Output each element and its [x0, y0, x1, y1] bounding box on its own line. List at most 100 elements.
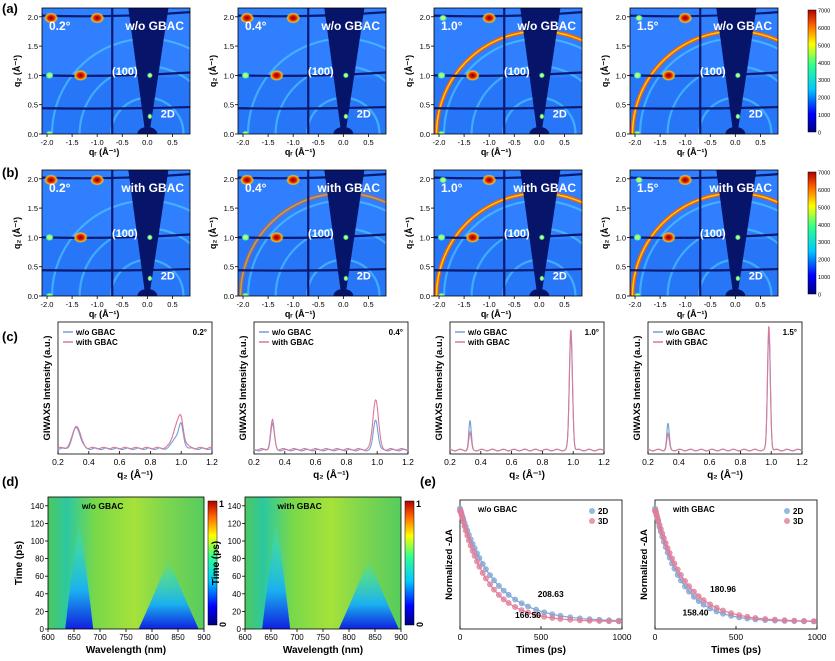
- y-tick-label: 2.0: [224, 175, 234, 184]
- beam-stop: [137, 127, 158, 134]
- panel-label-c: (c): [2, 329, 18, 344]
- data-point-3d: [662, 540, 669, 546]
- peak-label: (100): [308, 66, 334, 78]
- y-axis-label: q₂ (Å⁻¹): [208, 55, 218, 87]
- y-tick-label: 1.5: [616, 204, 626, 213]
- x-axis-label: qᵣ (Å⁻¹): [481, 309, 512, 319]
- colorbar-tick-label: 7000: [818, 9, 830, 15]
- y-tick-label: 1.0: [28, 233, 38, 242]
- x-axis-label: Wavelength (nm): [86, 645, 166, 656]
- data-point-3d: [474, 558, 480, 565]
- x-tick-label: -1.5: [654, 300, 667, 309]
- bragg-spot: [661, 231, 676, 243]
- bragg-spot: [147, 275, 153, 282]
- detector-gap: [238, 173, 386, 180]
- plot-frame: [41, 7, 191, 135]
- colorbar-tick-label: 6000: [818, 26, 830, 32]
- detector-gap: [630, 71, 778, 77]
- sample-label: with GBAC: [512, 181, 576, 195]
- x-tick-label: 0.2: [642, 457, 654, 467]
- sample-label: w/o GBAC: [712, 19, 772, 33]
- x-tick-label: 0.0: [142, 138, 152, 147]
- panel-label-d: (d): [2, 474, 19, 489]
- x-tick-label: 600: [238, 633, 252, 642]
- y-tick-label: 1.0: [224, 233, 234, 242]
- colorbar: [404, 500, 415, 626]
- bragg-spot: [147, 113, 153, 120]
- detector-gap: [42, 105, 190, 110]
- data-point-2d: [495, 583, 502, 589]
- legend-label: w/o GBAC: [467, 328, 507, 337]
- x-tick-label: -1.5: [654, 138, 667, 147]
- x-tick-label: 900: [197, 633, 211, 642]
- beam-stop: [333, 127, 354, 134]
- sample-label: with GBAC: [316, 181, 380, 195]
- phase-label: 2D: [357, 109, 371, 121]
- data-point-3d: [487, 581, 493, 588]
- data-point-3d: [744, 613, 751, 620]
- x-tick-label: 0.6: [310, 457, 322, 467]
- colorbar-tick-label: 6000: [818, 188, 830, 194]
- giwaxs-row-b: 0.2° with GBAC(100)2D-2.0 -1.5 -1.0 -0.5 0.0 0…: [12, 169, 830, 319]
- x-tick-label: -1.0: [679, 138, 692, 147]
- y-tick-label: 40: [232, 590, 241, 599]
- bragg-spot: [342, 234, 349, 241]
- plot-frame: [237, 7, 387, 135]
- colorbar: [207, 500, 218, 626]
- x-axis-label: q₂ (Å⁻¹): [707, 468, 743, 481]
- x-axis-label: qᵣ (Å⁻¹): [677, 147, 708, 157]
- y-tick-label: 0.0: [616, 292, 626, 301]
- data-point-3d: [467, 542, 474, 549]
- bragg-spot: [465, 69, 480, 81]
- y-tick-label: 1.0: [616, 71, 626, 80]
- phase-label: 2D: [749, 271, 763, 283]
- x-tick-label: 0.0: [338, 300, 348, 309]
- x-axis-label: q₂ (Å⁻¹): [117, 468, 153, 481]
- bragg-spot: [633, 130, 642, 134]
- x-tick-label: 0.2: [52, 457, 64, 467]
- x-tick-label: 650: [264, 633, 278, 642]
- colorbar-min-label: 0: [415, 622, 425, 627]
- y-tick-label: 2.0: [616, 175, 626, 184]
- x-tick-label: -1.5: [262, 138, 275, 147]
- plot-frame: [237, 169, 387, 297]
- bragg-spot: [734, 234, 741, 241]
- detector-image: 1.5° w/o GBAC (100) 2D: [630, 8, 778, 134]
- x-tick-label: -0.5: [704, 138, 717, 147]
- missing-wedge: [520, 170, 561, 296]
- data-point-3d: [464, 532, 471, 539]
- detector-gap: [238, 267, 386, 272]
- data-point-3d: [512, 604, 518, 610]
- y-axis-label: Normalized -ΔA: [444, 529, 455, 600]
- missing-wedge: [324, 8, 365, 134]
- x-tick-label: 0.0: [730, 300, 740, 309]
- data-point-3d: [482, 575, 489, 582]
- colorbar-tick-label: 2000: [818, 258, 830, 264]
- profile-line-with-gbac: [253, 398, 409, 451]
- beam-stop: [333, 289, 354, 296]
- plot-frame: [647, 321, 803, 455]
- y-axis-label: q₂ (Å⁻¹): [12, 217, 22, 249]
- x-tick-label: 1.2: [598, 457, 610, 467]
- angle-label: 1.0°: [585, 328, 599, 337]
- profile-line-with-gbac: [647, 326, 803, 452]
- bragg-spot: [241, 71, 250, 79]
- x-tick-label: 0.8: [340, 457, 352, 467]
- x-tick-label: -1.0: [91, 138, 104, 147]
- data-point-3d: [691, 588, 697, 595]
- decay-row-e: 208.63 2D 166.50 3D w/o GBAC 0 500 1000 Times (p…: [444, 499, 827, 656]
- plot-frame: [41, 169, 191, 297]
- colorbar-tick-label: 0: [818, 131, 821, 137]
- colorbar-tick-label: 5000: [818, 43, 830, 49]
- detector-background-shade: [630, 77, 778, 134]
- y-axis-label: GIWAXS Intensity (a.u.): [238, 335, 249, 440]
- x-tick-label: -0.5: [704, 300, 717, 309]
- x-tick-label: -2.0: [629, 138, 642, 147]
- colorbar-tick-label: 0: [818, 293, 821, 299]
- data-point-3d: [491, 586, 497, 593]
- y-tick-label: 1.5: [28, 204, 38, 213]
- colorbar-min-label: 0: [218, 622, 228, 627]
- y-tick-label: 1.5: [224, 42, 234, 51]
